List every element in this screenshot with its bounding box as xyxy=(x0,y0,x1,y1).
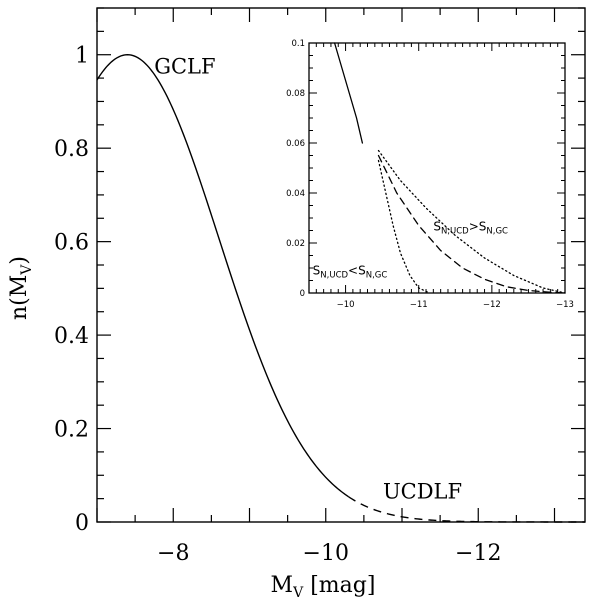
series-gclf-curve xyxy=(96,54,350,498)
inset-y-tick-label: 0.08 xyxy=(286,89,305,99)
annotation-gclf: GCLF xyxy=(154,54,215,78)
x-axis-label: MV [mag] xyxy=(271,573,376,601)
inset-plot: −10 −11 −12 −13 0 0.02 0.04 0.06 0.08 0.1 SN,UCD>S… xyxy=(286,39,574,310)
inset-x-tick-label: −13 xyxy=(556,300,574,310)
y-tick-label: 0.2 xyxy=(54,418,89,443)
y-tick-label: 0.4 xyxy=(54,324,89,349)
inset-x-tick-label: −12 xyxy=(483,300,501,310)
inset-y-tick-label: 0.1 xyxy=(291,39,305,49)
x-tick-label: −12 xyxy=(455,541,501,566)
annotation-ucdlf: UCDLF xyxy=(383,480,462,504)
inset-annotation-0: SN,UCD>SN,GC xyxy=(433,220,508,237)
inset-y-tick-label: 0 xyxy=(300,289,305,299)
inset-frame xyxy=(308,42,566,294)
inset-series-0-curve xyxy=(333,42,364,144)
inset-x-tick-label: −11 xyxy=(410,300,428,310)
y-tick-label: 0.8 xyxy=(54,137,89,162)
y-tick-label: 0 xyxy=(75,511,89,536)
inset-y-tick-label: 0.06 xyxy=(286,139,305,149)
inset-x-tick-label: −10 xyxy=(337,300,355,310)
inset-y-tick-label: 0.02 xyxy=(286,239,305,249)
y-axis-label: n(MV) xyxy=(7,256,35,320)
inset-y-tick-label: 0.04 xyxy=(286,189,305,199)
inset-series-2-curve xyxy=(377,149,566,294)
inset-series-1-curve xyxy=(377,154,566,294)
main-plot: −8 −10 −12 0 0.2 0.4 0.6 0.8 1 GCLF UCDLF xyxy=(54,7,586,566)
series-ucdlf-curve xyxy=(348,496,585,523)
inset-series-3-curve xyxy=(377,159,431,294)
inset-annotation-1: SN,UCD<SN,GC xyxy=(313,263,388,280)
y-tick-label: 0.6 xyxy=(54,231,89,256)
x-tick-label: −10 xyxy=(303,541,349,566)
x-tick-label: −8 xyxy=(157,541,189,566)
y-tick-label: 1 xyxy=(75,44,89,69)
